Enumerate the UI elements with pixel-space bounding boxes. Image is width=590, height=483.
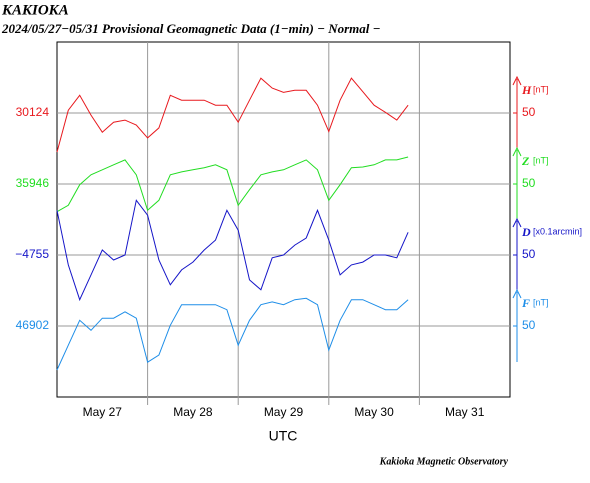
chart-subtitle: 2024/05/27−05/31 Provisional Geomagnetic… [1, 21, 381, 36]
y-baseline-label: 30124 [16, 105, 50, 119]
y-baseline-label: 46902 [16, 318, 50, 332]
right-axis-arrow [512, 146, 522, 157]
plot-frame [56, 41, 511, 398]
series-line [56, 77, 409, 153]
series-name: H [521, 83, 532, 97]
series-unit: [nT] [533, 297, 549, 307]
series-line [56, 297, 409, 371]
right-tick-label: 50 [522, 247, 536, 261]
y-baseline-label: −4755 [15, 247, 49, 261]
x-axis-label: UTC [269, 428, 298, 444]
x-tick-label: May 27 [83, 405, 123, 419]
right-tick-label: 50 [522, 105, 536, 119]
right-axis-arrow [512, 217, 522, 228]
x-tick-label: May 31 [445, 405, 485, 419]
series-line [56, 199, 409, 302]
series-unit: [nT] [533, 155, 549, 165]
right-tick-label: 50 [522, 176, 536, 190]
x-tick-label: May 30 [354, 405, 394, 419]
series-unit: [nT] [533, 84, 549, 94]
series-line [56, 156, 409, 213]
series-name: F [521, 296, 530, 310]
right-tick-label: 50 [522, 318, 536, 332]
x-tick-label: May 29 [264, 405, 304, 419]
series-unit: [x0.1arcmin] [533, 226, 582, 236]
y-baseline-label: 35946 [16, 176, 50, 190]
right-axis-arrow [512, 288, 522, 299]
series-name: Z [521, 154, 530, 168]
right-axis-arrow [512, 75, 522, 86]
x-tick-label: May 28 [173, 405, 213, 419]
chart-title: KAKIOKA [1, 2, 69, 18]
footer: Kakioka Magnetic Observatory [379, 456, 509, 467]
series-name: D [521, 225, 531, 239]
